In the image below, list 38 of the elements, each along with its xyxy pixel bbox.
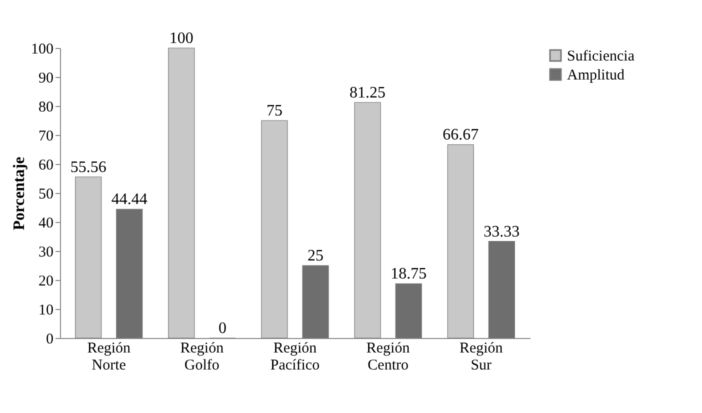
bar [116, 208, 143, 338]
y-tick-label: 0 [46, 332, 54, 348]
x-tick-label: Región Norte [87, 340, 132, 374]
bar [261, 120, 288, 338]
data-label: 0 [218, 320, 226, 337]
y-tick-label: 60 [38, 158, 54, 174]
x-tick-label: Región Pacífico [270, 340, 320, 374]
legend-label: Amplitud [567, 68, 625, 84]
x-tick-label: Región Sur [459, 340, 504, 374]
bar [447, 144, 474, 338]
data-label: 18.75 [390, 266, 427, 283]
x-tick-label: Región Centro [366, 340, 410, 374]
y-tick-label: 80 [38, 100, 54, 116]
y-tick-label: 10 [38, 302, 54, 318]
bar [302, 265, 329, 338]
data-label: 66.67 [442, 126, 479, 144]
y-tick-label: 20 [38, 274, 54, 290]
data-label: 44.44 [111, 191, 148, 208]
bar [75, 176, 102, 338]
legend-label: Suficiencia [567, 48, 635, 64]
bar [168, 48, 195, 338]
y-tick-label: 50 [38, 186, 54, 202]
y-tick-label: 40 [38, 216, 54, 232]
data-label: 100 [169, 30, 194, 47]
y-tick-label: 90 [38, 70, 54, 86]
y-tick-label: 30 [38, 244, 54, 260]
bar [488, 241, 515, 338]
bar [395, 283, 422, 338]
data-label: 33.33 [484, 223, 520, 240]
y-tick-label: 100 [31, 42, 54, 58]
y-tick-label: 70 [38, 128, 54, 144]
data-label: 75 [266, 102, 282, 120]
y-axis-title: Porcentaje [11, 156, 28, 230]
data-label: 55.56 [70, 158, 106, 176]
data-label: 25 [308, 248, 324, 264]
data-label: 81.25 [350, 84, 386, 102]
x-tick-label: Región Golfo [180, 340, 224, 374]
bar [354, 102, 381, 338]
